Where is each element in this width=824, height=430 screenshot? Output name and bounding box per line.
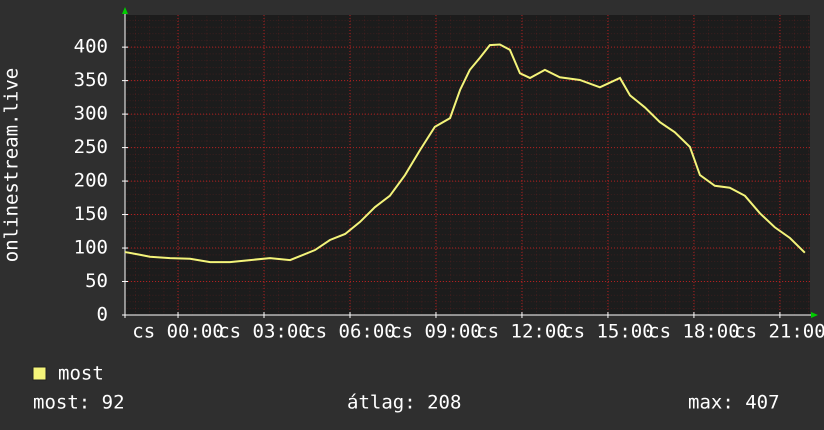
y-tick-label: 100: [74, 237, 108, 259]
y-tick-label: 300: [74, 103, 108, 125]
y-tick-label: 200: [74, 170, 108, 192]
x-tick-label: cs 03:00: [218, 321, 310, 343]
minor-grid: [125, 15, 810, 315]
x-tick-label: cs 06:00: [304, 321, 396, 343]
stat: max: 407: [688, 392, 780, 414]
legend-label: most: [58, 363, 104, 385]
series-line: [124, 43, 806, 264]
y-arrow: [122, 7, 128, 14]
stat: átlag: 208: [347, 392, 461, 414]
x-tick-label: cs 18:00: [648, 321, 740, 343]
y-tick-label: 150: [74, 203, 108, 225]
x-tick-label: cs 09:00: [390, 321, 482, 343]
y-tick-label: 350: [74, 69, 108, 91]
x-tick-label: cs 12:00: [476, 321, 568, 343]
y-tick-label: 250: [74, 136, 108, 158]
y-tick-label: 400: [74, 36, 108, 58]
y-tick-label: 0: [97, 304, 108, 326]
y-axis-label: onlinestream.live: [1, 68, 23, 262]
x-arrow: [811, 312, 818, 318]
x-tick-label: cs 21:00: [734, 321, 824, 343]
legend-swatch: [32, 366, 47, 381]
y-tick-label: 50: [85, 270, 108, 292]
x-tick-label: cs 00:00: [132, 321, 224, 343]
stat: most: 92: [33, 392, 125, 414]
x-tick-label: cs 15:00: [562, 321, 654, 343]
